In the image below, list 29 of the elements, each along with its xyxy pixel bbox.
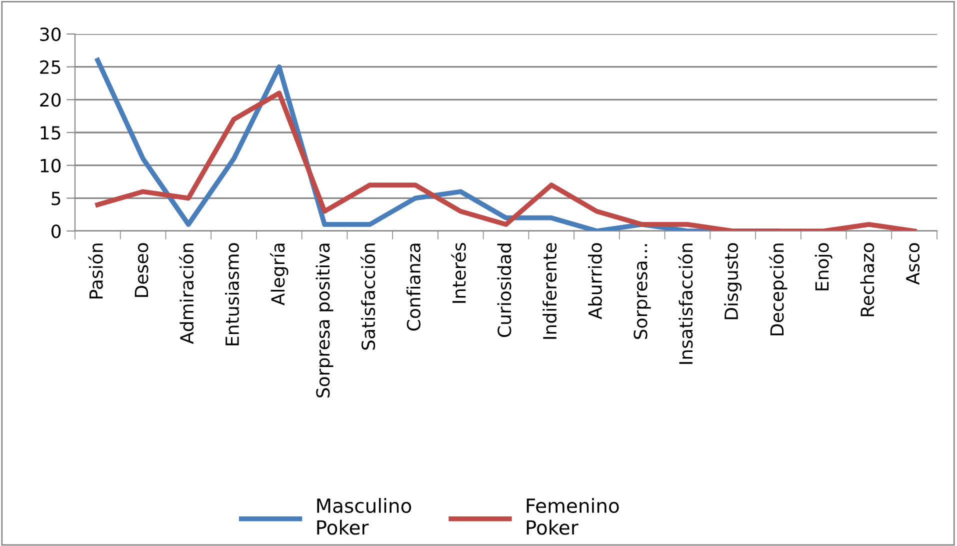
y-tick-label: 30 — [40, 27, 61, 42]
x-tick-label: Sorpresa… — [634, 244, 651, 339]
x-tick-label: Enojo — [814, 243, 832, 290]
y-tick-label: 25 — [40, 60, 60, 74]
y-tick-label: 15 — [40, 126, 60, 140]
x-tick-label: Alegría — [270, 244, 288, 306]
x-tick-label: Curiosidad — [497, 244, 512, 338]
x-tick-label: Admiración — [178, 244, 194, 344]
x-tick-label: Confianza — [406, 244, 420, 331]
x-tick-label: Entusiasmo — [225, 243, 240, 346]
x-tick-label: Disgusto — [724, 243, 742, 320]
x-tick-label: Rechazo — [860, 243, 874, 316]
legend-label: Masculino Poker — [317, 498, 412, 535]
x-tick-label: Satisfacción — [360, 244, 376, 350]
x-tick-label: Aburrido — [588, 243, 602, 320]
legend-label: Femenino Poker — [526, 498, 619, 535]
y-tick-label: 5 — [52, 192, 60, 206]
x-tick-label: Deseo — [134, 243, 148, 297]
y-tick-label: 20 — [40, 93, 61, 107]
x-tick-label: Pasión — [88, 244, 103, 298]
y-tick-label: 0 — [52, 224, 61, 238]
y-tick-label: 10 — [40, 158, 61, 172]
x-tick-label: Interés — [451, 242, 466, 303]
x-tick-label: Decepción — [769, 244, 788, 336]
x-tick-label: Indiferente — [542, 243, 557, 339]
line-series — [95, 90, 917, 231]
x-tick-label: Asco — [906, 243, 920, 285]
x-tick-label: Insatisfacción — [678, 244, 693, 364]
x-tick-label: Sorpresa positiva — [316, 244, 334, 398]
